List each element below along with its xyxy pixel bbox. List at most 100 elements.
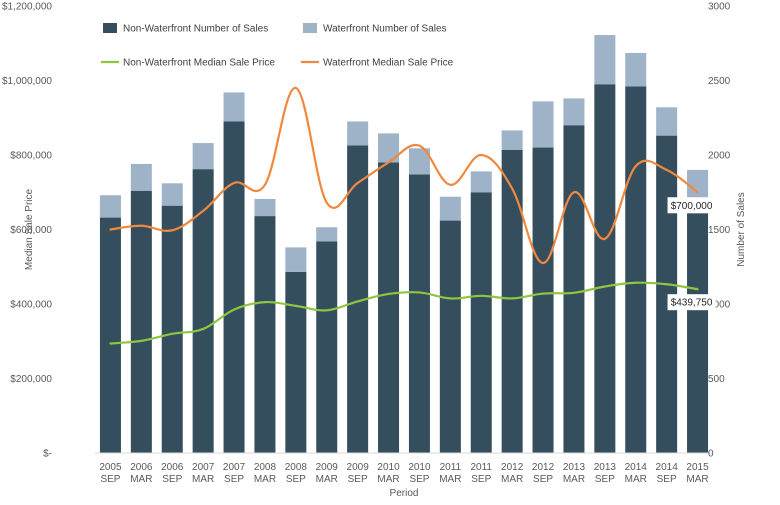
x-axis-tick-month: SEP: [533, 474, 553, 485]
left-axis-tick-label: $800,000: [10, 151, 52, 162]
x-axis-tick-month: SEP: [224, 474, 244, 485]
bar-waterfront-11: [439, 196, 461, 221]
bar-non-waterfront-19: [687, 213, 709, 453]
x-axis-tick-month: MAR: [625, 474, 647, 485]
bar-non-waterfront-0: [99, 217, 121, 453]
bar-waterfront-8: [347, 121, 369, 146]
legend-label-waterfront-median-sale-price: Waterfront Median Sale Price: [323, 58, 454, 69]
left-axis-tick-label: $-: [43, 449, 52, 460]
bar-non-waterfront-17: [625, 86, 647, 454]
bar-non-waterfront-16: [594, 84, 616, 453]
non-waterfront-median-price-line: [109, 281, 699, 345]
bar-waterfront-15: [563, 98, 585, 126]
callout-box: [667, 294, 716, 311]
x-axis-tick-month: MAR: [316, 474, 338, 485]
x-axis-tick-year: 2010: [377, 462, 400, 473]
x-axis-tick-year: 2010: [408, 462, 431, 473]
bar-waterfront-2: [161, 183, 183, 206]
x-axis-tick-month: SEP: [657, 474, 677, 485]
left-axis-tick-label: $200,000: [10, 374, 52, 385]
legend: Non-Waterfront Number of Sales Waterfront…: [101, 23, 454, 69]
bar-waterfront-1: [130, 163, 152, 191]
legend-swatch-waterfront-number-of-sales: [303, 23, 317, 33]
bar-waterfront-13: [501, 130, 523, 150]
bar-waterfront-14: [532, 101, 554, 148]
x-axis-tick-year: 2015: [686, 462, 709, 473]
bar-non-waterfront-9: [378, 162, 400, 453]
right-axis-tick-label: 2500: [708, 76, 731, 87]
x-axis-tick-year: 2011: [440, 462, 462, 473]
bar-non-waterfront-12: [470, 192, 492, 453]
x-axis-tick-year: 2012: [501, 462, 524, 473]
bar-waterfront-4: [223, 92, 245, 122]
bar-non-waterfront-14: [532, 147, 554, 454]
x-axis-tick-year: 2008: [254, 462, 277, 473]
right-axis-tick-label: 1500: [708, 225, 731, 236]
x-axis-tick-month: MAR: [377, 474, 399, 485]
right-axis-tick-label: 500: [708, 374, 725, 385]
x-axis-tick-month: SEP: [595, 474, 615, 485]
x-axis-tick-year: 2014: [656, 462, 679, 473]
lines-layer: [109, 86, 699, 345]
bar-non-waterfront-18: [656, 135, 678, 453]
right-axis-tick-label: 1000: [708, 300, 731, 311]
bar-non-waterfront-6: [285, 271, 307, 453]
x-axis-tick-year: 2011: [470, 462, 492, 473]
bar-waterfront-3: [192, 143, 214, 170]
x-axis-tick-year: 2007: [223, 462, 246, 473]
bar-waterfront-6: [285, 247, 307, 272]
bar-non-waterfront-3: [192, 169, 214, 453]
x-axis-title: Period: [390, 488, 419, 499]
bar-non-waterfront-5: [254, 216, 276, 453]
bar-non-waterfront-10: [408, 174, 430, 453]
bar-non-waterfront-8: [347, 145, 369, 453]
x-axis-tick-month: MAR: [130, 474, 152, 485]
x-axis-tick-year: 2006: [161, 462, 184, 473]
callouts-layer: $700,000 $439,750: [667, 197, 716, 311]
legend-label-waterfront-number-of-sales: Waterfront Number of Sales: [323, 24, 447, 35]
bar-non-waterfront-7: [316, 241, 338, 453]
left-axis-tick-label: $1,000,000: [2, 76, 52, 87]
right-axis-tick-label: 3000: [708, 2, 731, 13]
x-axis-tick-month: SEP: [100, 474, 120, 485]
bar-waterfront-9: [378, 133, 400, 163]
x-axis-tick-year: 2013: [563, 462, 586, 473]
bar-non-waterfront-11: [439, 220, 461, 453]
bar-non-waterfront-13: [501, 149, 523, 453]
legend-label-non-waterfront-number-of-sales: Non-Waterfront Number of Sales: [123, 24, 268, 35]
bar-waterfront-17: [625, 52, 647, 87]
bar-waterfront-16: [594, 35, 616, 85]
legend-label-non-waterfront-median-sale-price: Non-Waterfront Median Sale Price: [123, 58, 275, 69]
left-axis-tick-label: $1,200,000: [2, 2, 52, 13]
x-axis-tick-year: 2005: [99, 462, 122, 473]
x-axis-tick-year: 2013: [594, 462, 617, 473]
bar-non-waterfront-15: [563, 125, 585, 453]
x-axis-tick-month: SEP: [286, 474, 306, 485]
callout-box: [667, 197, 716, 214]
x-axis-tick-year: 2014: [625, 462, 648, 473]
bar-waterfront-18: [656, 107, 678, 136]
x-axis-tick-year: 2009: [347, 462, 370, 473]
x-axis-tick-year: 2008: [285, 462, 308, 473]
bar-waterfront-7: [316, 227, 338, 242]
x-axis-tick-year: 2006: [130, 462, 153, 473]
left-axis-tick-label: $400,000: [10, 300, 52, 311]
x-axis-tick-month: SEP: [348, 474, 368, 485]
x-axis-tick-year: 2009: [316, 462, 339, 473]
bar-non-waterfront-2: [161, 205, 183, 453]
bar-non-waterfront-1: [130, 190, 152, 453]
x-axis-tick-month: SEP: [162, 474, 182, 485]
right-axis-tick-label: 2000: [708, 151, 731, 162]
bar-waterfront-0: [99, 195, 121, 218]
x-axis-tick-month: MAR: [501, 474, 523, 485]
x-axis-tick-month: SEP: [409, 474, 429, 485]
callout-label: $439,750: [671, 298, 713, 309]
right-axis-tick-label: 0: [708, 449, 714, 460]
right-axis-title: Number of Sales: [736, 192, 747, 266]
x-axis-tick-month: MAR: [439, 474, 461, 485]
bar-waterfront-5: [254, 198, 276, 217]
bars-layer: [99, 35, 709, 454]
waterfront-median-price-line: [109, 86, 699, 265]
